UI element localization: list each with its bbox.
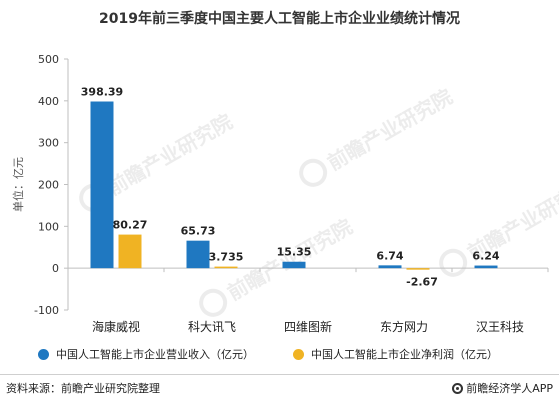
y-tick-label: 200 bbox=[38, 179, 59, 192]
data-label-revenue: 6.74 bbox=[376, 249, 403, 262]
watermark-text: 前瞻产业研究院 bbox=[323, 84, 456, 175]
x-category-label: 四维图新 bbox=[284, 319, 332, 334]
data-label-revenue: 398.39 bbox=[81, 86, 123, 99]
y-axis-title: 单位：亿元 bbox=[11, 157, 25, 212]
legend-swatch-profit bbox=[293, 348, 304, 360]
chart-title: 2019年前三季度中国主要人工智能上市企业业绩统计情况 bbox=[99, 11, 460, 27]
data-label-revenue: 6.24 bbox=[472, 250, 499, 263]
bar-profit bbox=[406, 268, 430, 270]
legend-item-profit: 中国人工智能上市企业净利润（亿元） bbox=[293, 346, 498, 362]
watermark-text: 前瞻产业研究院 bbox=[103, 109, 236, 200]
watermark-logo-icon bbox=[299, 158, 328, 187]
bar-revenue bbox=[186, 240, 210, 269]
legend-swatch-revenue bbox=[38, 348, 49, 360]
watermark-logo-icon bbox=[199, 288, 228, 317]
bar-revenue bbox=[378, 265, 402, 269]
bar-revenue bbox=[474, 265, 498, 269]
x-category-label: 东方网力 bbox=[380, 319, 428, 334]
bar-profit bbox=[118, 234, 142, 269]
y-tick-label: 500 bbox=[38, 53, 59, 66]
x-category-label: 汉王科技 bbox=[476, 320, 524, 334]
watermark-logo-icon bbox=[439, 248, 468, 277]
watermark: 前瞻产业研究院 bbox=[439, 174, 559, 277]
y-tick-label: -100 bbox=[34, 304, 59, 317]
y-tick-label: 400 bbox=[38, 95, 59, 108]
x-category-label: 海康威视 bbox=[92, 319, 140, 334]
brand-logo-icon bbox=[452, 382, 464, 394]
data-label-profit: 80.27 bbox=[113, 219, 148, 232]
data-label-profit: 3.735 bbox=[209, 251, 244, 264]
x-category-label: 科大讯飞 bbox=[188, 320, 236, 334]
footer-divider bbox=[0, 374, 559, 375]
legend-label-profit: 中国人工智能上市企业净利润（亿元） bbox=[311, 348, 498, 361]
footer-brand: 前瞻经济学人APP bbox=[452, 380, 553, 396]
y-tick-label: 100 bbox=[38, 220, 59, 233]
y-tick-label: 300 bbox=[38, 137, 59, 150]
watermark: 前瞻产业研究院 bbox=[299, 84, 456, 187]
y-tick-label: 0 bbox=[52, 262, 59, 275]
bar-revenue bbox=[282, 261, 306, 269]
footer-source: 资料来源：前瞻产业研究院整理 bbox=[6, 382, 160, 395]
bar-profit bbox=[214, 266, 238, 269]
data-label-revenue: 65.73 bbox=[181, 225, 216, 238]
legend-item-revenue: 中国人工智能上市企业营业收入（亿元） bbox=[38, 346, 254, 362]
data-label-profit: -2.67 bbox=[406, 276, 438, 289]
legend-label-revenue: 中国人工智能上市企业营业收入（亿元） bbox=[56, 348, 254, 361]
footer-brand-text: 前瞻经济学人APP bbox=[466, 382, 553, 395]
data-label-revenue: 15.35 bbox=[277, 246, 312, 259]
bar-revenue bbox=[90, 101, 114, 269]
